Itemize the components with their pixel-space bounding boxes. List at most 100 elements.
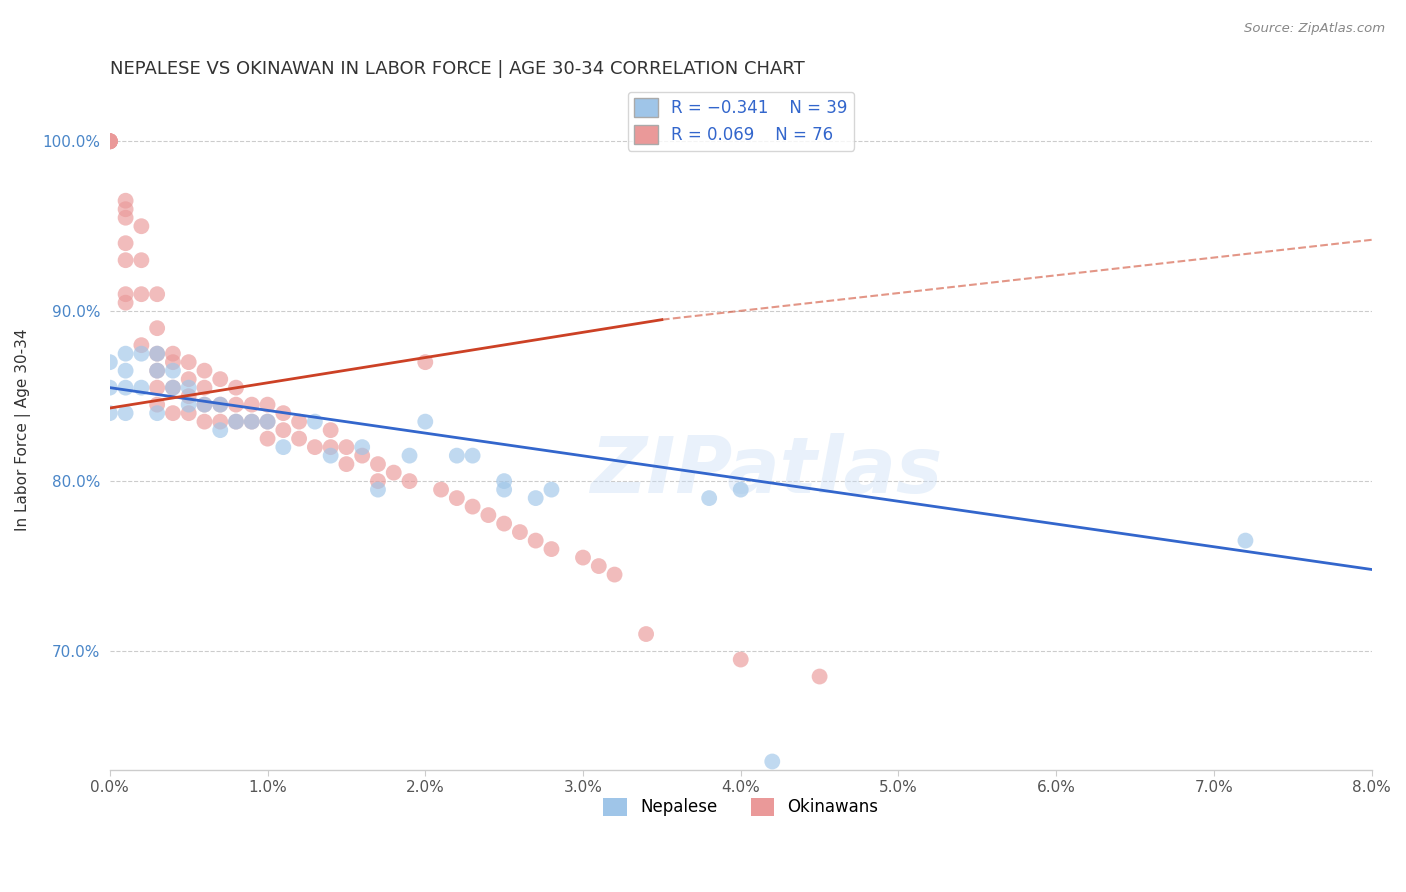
- Point: [367, 457, 389, 471]
- Point: [603, 567, 626, 582]
- Point: [114, 287, 136, 301]
- Point: [319, 440, 342, 454]
- Point: [193, 381, 215, 395]
- Text: ZIPatlas: ZIPatlas: [591, 433, 942, 509]
- Point: [114, 295, 136, 310]
- Point: [540, 483, 562, 497]
- Point: [114, 202, 136, 217]
- Point: [209, 398, 232, 412]
- Point: [288, 415, 311, 429]
- Point: [114, 236, 136, 251]
- Point: [146, 381, 169, 395]
- Point: [398, 449, 420, 463]
- Point: [808, 669, 831, 683]
- Point: [131, 338, 153, 352]
- Point: [273, 440, 295, 454]
- Point: [177, 398, 200, 412]
- Point: [273, 406, 295, 420]
- Point: [588, 559, 610, 574]
- Point: [304, 415, 326, 429]
- Point: [256, 415, 278, 429]
- Point: [352, 449, 374, 463]
- Point: [146, 364, 169, 378]
- Point: [98, 134, 121, 148]
- Point: [146, 364, 169, 378]
- Point: [256, 398, 278, 412]
- Point: [225, 398, 247, 412]
- Point: [335, 457, 357, 471]
- Point: [509, 525, 531, 540]
- Point: [146, 321, 169, 335]
- Point: [177, 389, 200, 403]
- Point: [461, 449, 484, 463]
- Point: [114, 253, 136, 268]
- Point: [352, 440, 374, 454]
- Point: [256, 432, 278, 446]
- Point: [131, 287, 153, 301]
- Point: [1234, 533, 1257, 548]
- Point: [193, 398, 215, 412]
- Point: [761, 755, 783, 769]
- Point: [193, 415, 215, 429]
- Point: [162, 346, 184, 360]
- Point: [256, 415, 278, 429]
- Point: [114, 346, 136, 360]
- Point: [730, 652, 752, 666]
- Point: [240, 415, 263, 429]
- Point: [572, 550, 595, 565]
- Y-axis label: In Labor Force | Age 30-34: In Labor Force | Age 30-34: [15, 329, 31, 532]
- Point: [177, 355, 200, 369]
- Point: [114, 194, 136, 208]
- Point: [98, 406, 121, 420]
- Point: [209, 398, 232, 412]
- Point: [131, 219, 153, 234]
- Point: [319, 449, 342, 463]
- Point: [413, 355, 436, 369]
- Text: Source: ZipAtlas.com: Source: ZipAtlas.com: [1244, 22, 1385, 36]
- Point: [146, 287, 169, 301]
- Point: [367, 474, 389, 488]
- Point: [114, 381, 136, 395]
- Point: [146, 398, 169, 412]
- Point: [98, 134, 121, 148]
- Point: [477, 508, 499, 522]
- Point: [209, 423, 232, 437]
- Point: [494, 516, 516, 531]
- Point: [131, 346, 153, 360]
- Point: [288, 432, 311, 446]
- Point: [430, 483, 453, 497]
- Point: [636, 627, 658, 641]
- Point: [98, 134, 121, 148]
- Point: [240, 415, 263, 429]
- Point: [494, 483, 516, 497]
- Point: [98, 134, 121, 148]
- Point: [177, 406, 200, 420]
- Point: [114, 406, 136, 420]
- Point: [225, 381, 247, 395]
- Point: [540, 542, 562, 557]
- Point: [162, 381, 184, 395]
- Point: [225, 415, 247, 429]
- Point: [398, 474, 420, 488]
- Point: [461, 500, 484, 514]
- Point: [209, 372, 232, 386]
- Point: [209, 415, 232, 429]
- Point: [98, 134, 121, 148]
- Point: [319, 423, 342, 437]
- Point: [162, 406, 184, 420]
- Point: [98, 355, 121, 369]
- Point: [114, 211, 136, 225]
- Point: [446, 449, 468, 463]
- Point: [146, 346, 169, 360]
- Point: [697, 491, 720, 505]
- Point: [131, 381, 153, 395]
- Point: [367, 483, 389, 497]
- Point: [177, 372, 200, 386]
- Point: [162, 355, 184, 369]
- Point: [146, 346, 169, 360]
- Point: [162, 381, 184, 395]
- Point: [146, 406, 169, 420]
- Point: [98, 381, 121, 395]
- Point: [273, 423, 295, 437]
- Point: [730, 483, 752, 497]
